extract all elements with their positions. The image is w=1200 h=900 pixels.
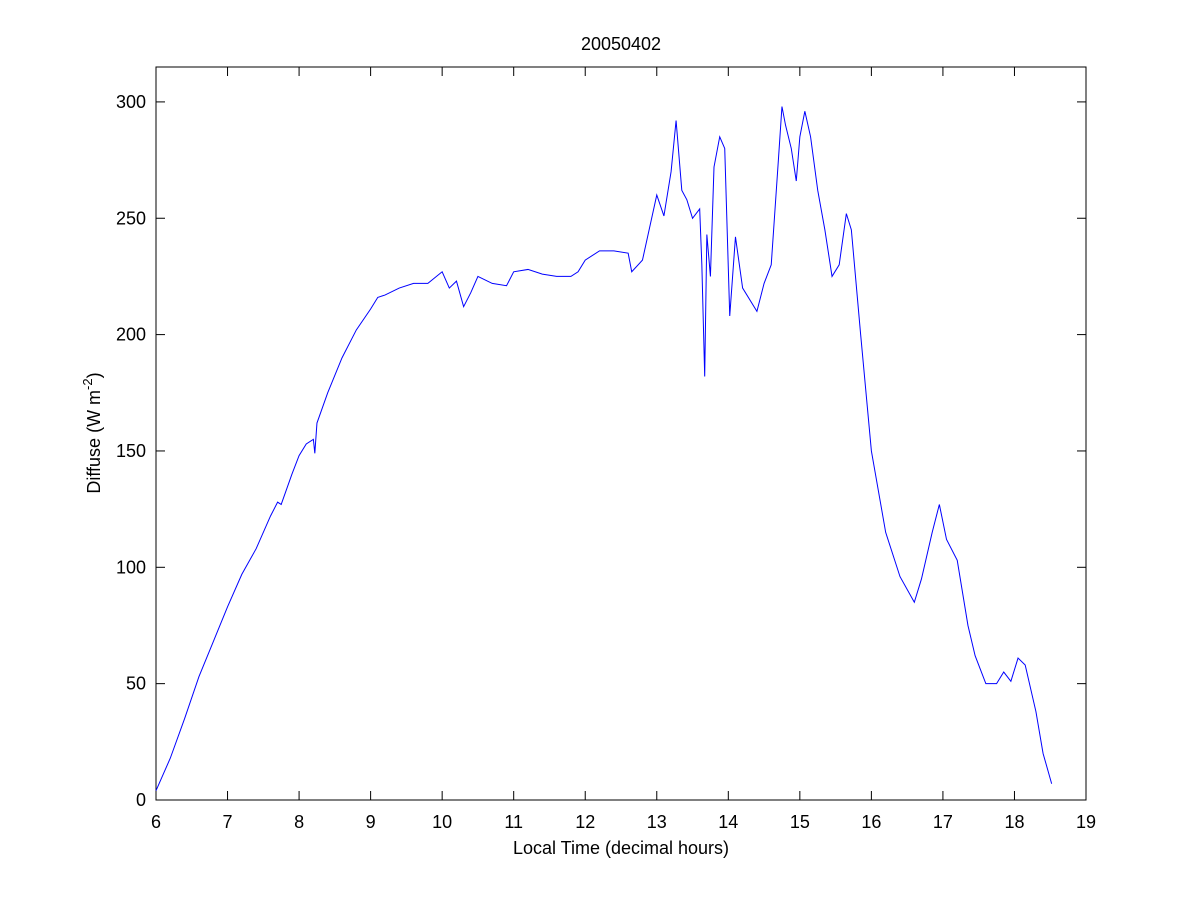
x-tick-label: 10 (432, 812, 452, 832)
x-tick-label: 18 (1004, 812, 1024, 832)
y-tick-label: 200 (116, 325, 146, 345)
y-label-text: Diffuse (W m (84, 390, 104, 494)
x-axis-label: Local Time (decimal hours) (513, 838, 729, 858)
x-tick-label: 12 (575, 812, 595, 832)
y-axis-label: Diffuse (W m-2) (80, 372, 104, 493)
x-tick-label: 13 (647, 812, 667, 832)
x-tick-label: 7 (223, 812, 233, 832)
y-tick-label: 150 (116, 441, 146, 461)
y-tick-label: 250 (116, 208, 146, 228)
x-tick-label: 19 (1076, 812, 1096, 832)
y-tick-label: 300 (116, 92, 146, 112)
x-tick-label: 16 (861, 812, 881, 832)
data-line (155, 106, 1053, 791)
y-tick-label: 0 (136, 790, 146, 810)
x-tick-label: 6 (151, 812, 161, 832)
x-tick-label: 8 (294, 812, 304, 832)
x-tick-label: 15 (790, 812, 810, 832)
x-tick-label: 9 (366, 812, 376, 832)
x-tick-label: 17 (933, 812, 953, 832)
y-label-superscript: -2 (80, 378, 95, 390)
plot-frame (155, 66, 1087, 801)
y-tick-label: 100 (116, 557, 146, 577)
x-tick-label: 14 (718, 812, 738, 832)
y-label-suffix: ) (84, 372, 104, 378)
y-tick-label: 50 (126, 674, 146, 694)
chart-title: 20050402 (581, 34, 661, 54)
x-tick-label: 11 (504, 812, 523, 832)
